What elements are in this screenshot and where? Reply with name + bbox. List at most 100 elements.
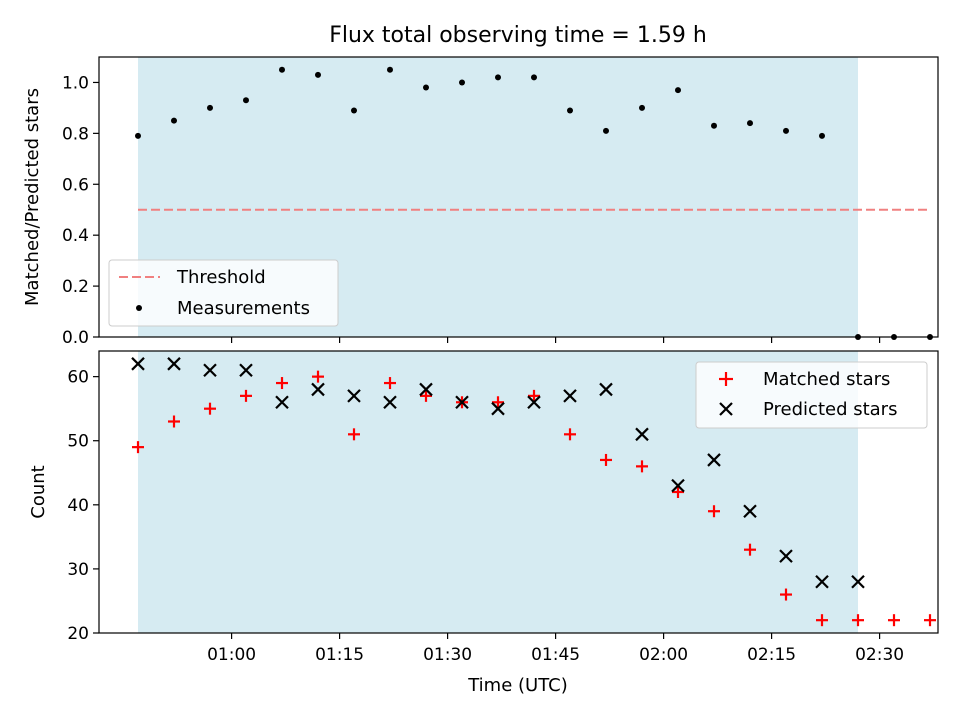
legend-measurements-label: Measurements xyxy=(177,298,310,319)
legend-threshold-label: Threshold xyxy=(176,267,266,288)
matched-star-points xyxy=(132,370,936,627)
x-tick-label: 02:15 xyxy=(747,645,796,665)
matched-star-point xyxy=(924,614,936,627)
chart-title: Flux total observing time = 1.59 h xyxy=(329,23,707,48)
measurement-point xyxy=(531,74,537,81)
top-panel: 0.0 0.2 0.4 0.6 0.8 1.0 Matched/Predicted sta… xyxy=(22,56,939,348)
measurement-point xyxy=(135,132,141,139)
top-y-axis-label: Matched/Predicted stars xyxy=(22,88,43,306)
bottom-y-tick-label: 50 xyxy=(67,432,89,452)
top-y-axis-ticks: 0.0 0.2 0.4 0.6 0.8 1.0 xyxy=(62,73,99,348)
x-tick-label: 02:30 xyxy=(855,645,904,665)
top-legend: Threshold Measurements xyxy=(108,259,339,327)
measurement-point xyxy=(747,120,753,127)
predicted-star-point xyxy=(419,382,433,397)
predicted-star-point xyxy=(815,574,829,589)
measurement-point xyxy=(459,79,465,86)
measurement-point xyxy=(243,97,249,104)
matched-star-point xyxy=(636,460,648,473)
predicted-star-point xyxy=(527,395,541,410)
bottom-y-axis-label: Count xyxy=(28,465,49,518)
matched-star-point xyxy=(816,614,828,627)
predicted-star-point xyxy=(131,357,145,371)
predicted-star-point xyxy=(671,478,685,493)
measurement-point xyxy=(783,127,789,134)
predicted-star-point xyxy=(491,401,505,416)
x-tick-label: 01:45 xyxy=(531,645,580,665)
top-x-axis-ticks xyxy=(231,337,881,343)
bottom-x-axis-ticks: 01:00 01:15 01:30 01:45 02:00 02:15 02:30 xyxy=(207,633,904,665)
predicted-star-point xyxy=(347,389,361,403)
top-y-tick-label: 0.6 xyxy=(62,175,89,195)
matched-star-point xyxy=(420,389,432,402)
predicted-star-point xyxy=(455,395,469,410)
predicted-star-point xyxy=(311,382,325,397)
measurement-point xyxy=(495,74,501,81)
predicted-star-point xyxy=(743,504,757,519)
matched-star-point xyxy=(852,614,864,627)
predicted-star-point xyxy=(383,395,397,410)
legend-matched-swatch xyxy=(719,372,733,386)
x-tick-label: 02:00 xyxy=(639,645,688,665)
measurement-point xyxy=(567,107,573,114)
matched-star-point xyxy=(348,428,360,441)
measurement-point xyxy=(315,71,321,78)
predicted-star-point xyxy=(275,395,289,410)
matched-star-point xyxy=(708,505,720,518)
matched-star-point xyxy=(492,396,504,409)
bottom-y-tick-label: 30 xyxy=(67,560,89,580)
bottom-legend: Matched stars Predicted stars xyxy=(695,361,928,429)
predicted-star-point xyxy=(563,389,577,403)
matched-star-point xyxy=(780,588,792,601)
matched-star-point xyxy=(672,486,684,498)
top-y-tick-label: 1.0 xyxy=(62,73,89,93)
top-y-tick-label: 0.0 xyxy=(62,328,89,348)
matched-star-point xyxy=(888,614,900,627)
predicted-star-point xyxy=(203,363,217,378)
legend-predicted-swatch xyxy=(719,402,733,416)
top-y-tick-label: 0.8 xyxy=(62,124,89,144)
matched-star-point xyxy=(168,415,180,428)
legend-predicted-label: Predicted stars xyxy=(763,399,897,420)
matched-star-point xyxy=(564,428,576,441)
x-tick-label: 01:15 xyxy=(315,645,364,665)
measurement-point xyxy=(423,84,429,91)
matched-star-point xyxy=(132,441,144,454)
matched-star-point xyxy=(276,377,288,390)
bottom-y-tick-label: 40 xyxy=(67,496,89,516)
bottom-axes-frame xyxy=(98,350,939,634)
predicted-star-point xyxy=(599,382,613,397)
bottom-panel: 20 30 40 50 60 01:00 01:15 01:30 01:45 02:00 02:1… xyxy=(28,350,939,696)
measurement-point xyxy=(603,127,609,134)
top-y-tick-label: 0.4 xyxy=(62,226,89,246)
measurement-point xyxy=(819,132,825,139)
bottom-y-tick-label: 20 xyxy=(67,624,89,644)
predicted-star-point xyxy=(779,549,793,563)
x-tick-label: 01:30 xyxy=(423,645,472,665)
matched-star-point xyxy=(600,453,612,466)
top-y-tick-label: 0.2 xyxy=(62,277,89,297)
legend-matched-label: Matched stars xyxy=(763,369,890,390)
bottom-legend-box xyxy=(695,361,928,429)
measurement-point xyxy=(207,104,213,111)
measurement-point xyxy=(171,117,177,124)
measurement-point xyxy=(675,87,681,94)
legend-measurements-swatch xyxy=(136,305,142,311)
predicted-star-point xyxy=(239,363,253,378)
measurement-point xyxy=(387,66,393,73)
matched-star-point xyxy=(204,402,216,415)
x-tick-label: 01:00 xyxy=(207,645,256,665)
top-axes-frame xyxy=(98,56,939,338)
matched-star-point xyxy=(384,377,396,390)
predicted-star-point xyxy=(707,453,721,467)
matched-star-point xyxy=(312,370,324,383)
measurement-point xyxy=(279,66,285,73)
bottom-y-tick-label: 60 xyxy=(67,368,89,388)
matched-star-point xyxy=(528,389,540,402)
bottom-y-axis-ticks: 20 30 40 50 60 xyxy=(67,368,99,644)
predicted-star-point xyxy=(167,357,181,371)
x-axis-label: Time (UTC) xyxy=(467,675,568,696)
measurement-point xyxy=(351,107,357,114)
predicted-star-point xyxy=(635,427,649,442)
